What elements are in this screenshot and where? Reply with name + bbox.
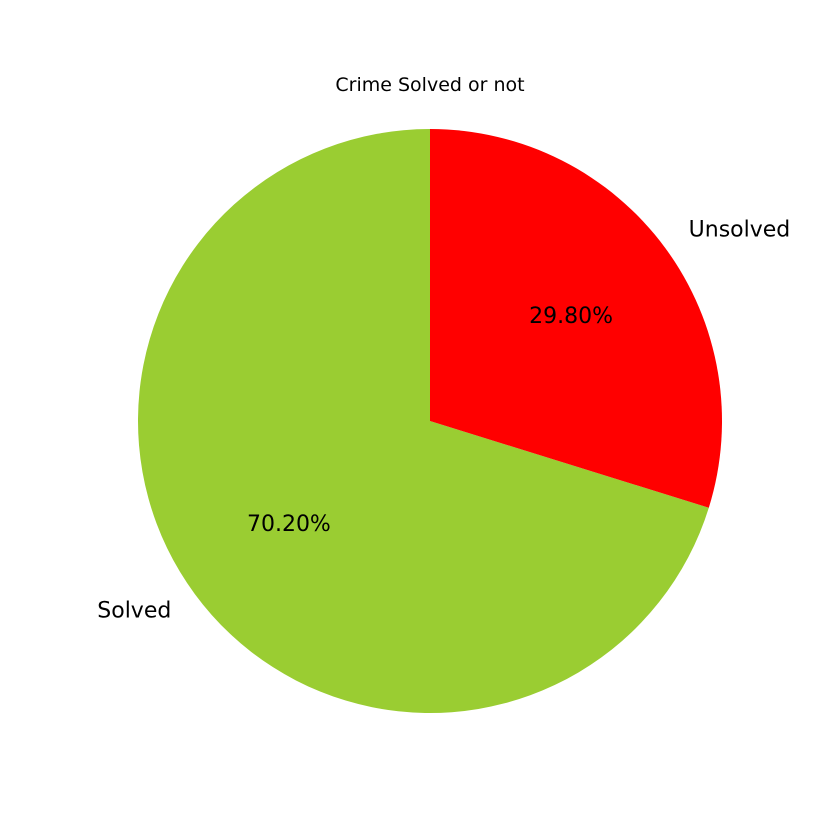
slice-percent-unsolved: 29.80% bbox=[529, 304, 613, 329]
slice-label-solved: Solved bbox=[97, 598, 171, 623]
pie-slice-unsolved bbox=[430, 129, 722, 508]
chart-title: Crime Solved or not bbox=[335, 74, 524, 96]
slice-label-unsolved: Unsolved bbox=[689, 218, 791, 243]
pie-slices bbox=[137, 129, 722, 714]
pie-labels: Solved 70.20% Unsolved 29.80% bbox=[97, 218, 790, 624]
pie-slice-solved bbox=[137, 129, 709, 714]
slice-percent-solved: 70.20% bbox=[247, 512, 331, 537]
